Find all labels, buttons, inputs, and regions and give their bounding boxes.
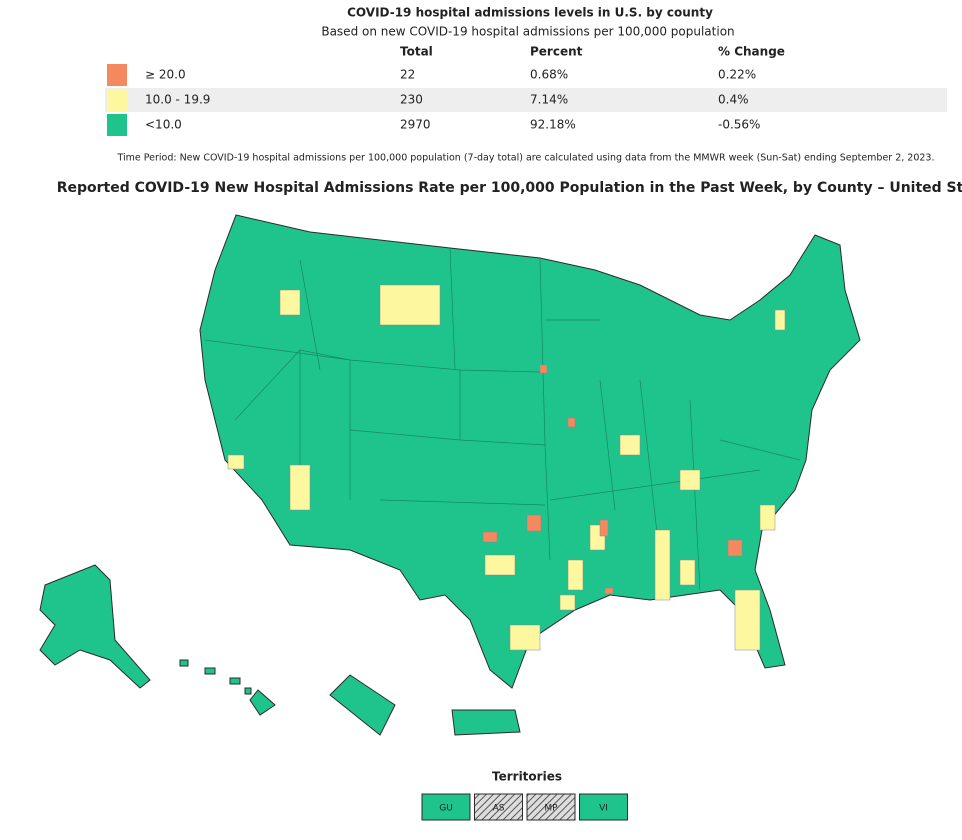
row-label: 10.0 - 19.9 (145, 93, 210, 107)
change: 0.4% (718, 93, 749, 107)
change: -0.56% (718, 118, 760, 132)
total: 2970 (400, 118, 431, 132)
swatch (107, 64, 127, 86)
column-header: % Change (718, 45, 785, 59)
legend-table: Total Percent % Change ≥ 20.0 22 0.68% 0.22% 10… (105, 45, 947, 136)
percent: 7.14% (530, 93, 568, 107)
total: 22 (400, 68, 415, 82)
total: 230 (400, 93, 423, 107)
row-bg (105, 88, 947, 112)
territory (526, 793, 576, 821)
percent: 92.18% (530, 118, 576, 132)
territory (474, 793, 523, 821)
swatch (107, 89, 127, 111)
territory-label: MP (544, 804, 558, 814)
subtitle: Based on new COVID-19 hospital admission… (321, 25, 734, 39)
territory-label: VI (599, 804, 608, 814)
note: Time Period: New COVID-19 hospital admis… (116, 153, 934, 164)
territory (579, 793, 628, 821)
column-header: Total (400, 45, 433, 59)
percent: 0.68% (530, 68, 568, 82)
row-label: ≥ 20.0 (145, 68, 186, 82)
swatch (107, 114, 127, 136)
map-title: Reported COVID-19 New Hospital Admission… (57, 180, 962, 196)
row-label: <10.0 (145, 118, 182, 132)
territories: GU AS MP VI (421, 793, 628, 821)
us-map (39, 214, 861, 736)
title: COVID-19 hospital admissions levels in U… (347, 6, 713, 20)
column-header: Percent (530, 45, 583, 59)
change: 0.22% (718, 68, 756, 82)
territory-label: AS (493, 804, 505, 814)
territory (421, 793, 471, 821)
territories-title: Territories (492, 770, 562, 784)
territory-label: GU (439, 804, 453, 814)
